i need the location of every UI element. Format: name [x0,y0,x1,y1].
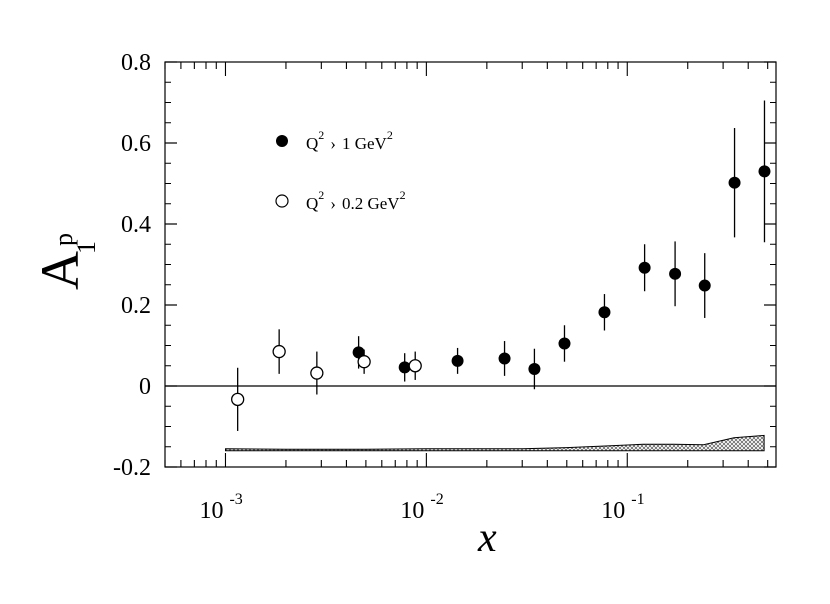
plot-frame [164,61,777,468]
data-point-open [408,359,422,373]
legend-filled-marker [276,135,288,147]
x-axis-label: x [477,515,497,561]
data-point-open [272,344,286,359]
data-point-filled [352,346,365,359]
data-point-open [357,355,371,369]
data-point-filled [528,362,541,375]
data-point-filled [758,165,771,178]
legend-series1-label: Q2 › 1 GeV2 [306,128,393,153]
y-tick-label: 0.8 [121,50,151,76]
legend-series2-label: Q2 › 0.2 GeV2 [306,188,406,213]
systematic-error-band [225,434,765,452]
data-point-filled [558,337,571,350]
y-axis: -0.2 0 0.2 0.4 0.6 0.8 [113,50,776,481]
y-axis-label-sup: p [49,233,78,246]
y-axis-label: A p 1 [30,233,101,290]
data-point-filled [398,361,411,374]
y-axis-label-main: A [30,251,90,290]
data-point-filled [638,261,651,274]
data-point-open [310,366,324,380]
y-tick-label: 0.6 [121,131,151,157]
y-tick-label: 0.4 [121,212,151,238]
legend: Q2 › 1 GeV2 Q2 › 0.2 GeV2 [275,128,406,213]
x-axis: 10 -3 10 -2 10 -1 [164,62,769,524]
data-point-filled [728,176,741,189]
x-tick-label: 10 -1 [601,491,644,524]
data-point-filled [698,279,711,292]
data-point-filled [598,306,611,319]
y-tick-label: 0.2 [121,293,151,319]
y-tick-label: -0.2 [113,455,151,481]
data-point-filled [498,352,511,365]
x-tick-label: 10 -3 [199,491,242,524]
x-tick-label: 10 -2 [400,491,443,524]
legend-open-marker [275,194,289,208]
data-point-open [231,392,245,407]
y-axis-label-sub: 1 [72,241,101,254]
data-point-filled [451,354,464,367]
data-points [231,100,771,431]
data-point-filled [669,267,682,280]
systematic-band-area [225,434,765,452]
y-tick-label: 0 [139,374,151,400]
